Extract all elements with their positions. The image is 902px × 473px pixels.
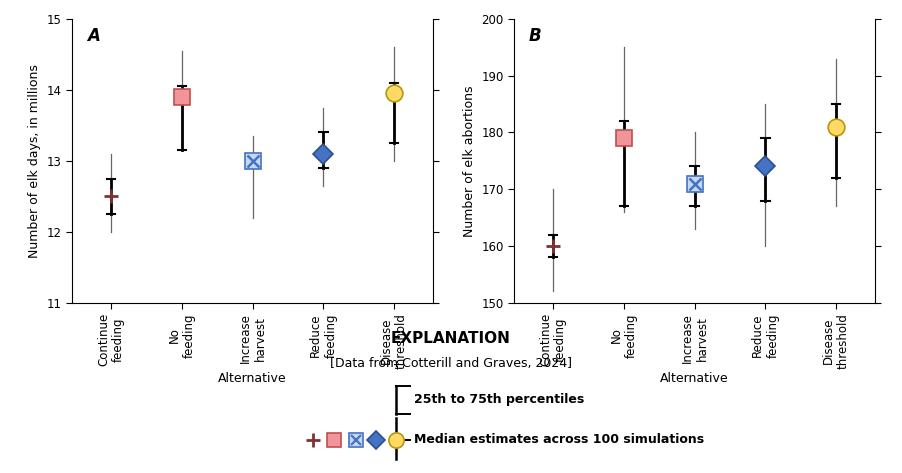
Text: B: B bbox=[529, 27, 541, 45]
Text: EXPLANATION: EXPLANATION bbox=[391, 331, 511, 346]
X-axis label: Alternative: Alternative bbox=[660, 372, 729, 385]
Y-axis label: Number of elk days, in millions: Number of elk days, in millions bbox=[28, 64, 41, 258]
Text: [Data from Cotterill and Graves, 2024]: [Data from Cotterill and Graves, 2024] bbox=[330, 357, 572, 370]
Text: 25th to 75th percentiles: 25th to 75th percentiles bbox=[414, 394, 584, 406]
Text: Median estimates across 100 simulations: Median estimates across 100 simulations bbox=[414, 433, 704, 446]
Text: A: A bbox=[87, 27, 99, 45]
X-axis label: Alternative: Alternative bbox=[218, 372, 287, 385]
Y-axis label: Number of elk abortions: Number of elk abortions bbox=[463, 85, 475, 236]
